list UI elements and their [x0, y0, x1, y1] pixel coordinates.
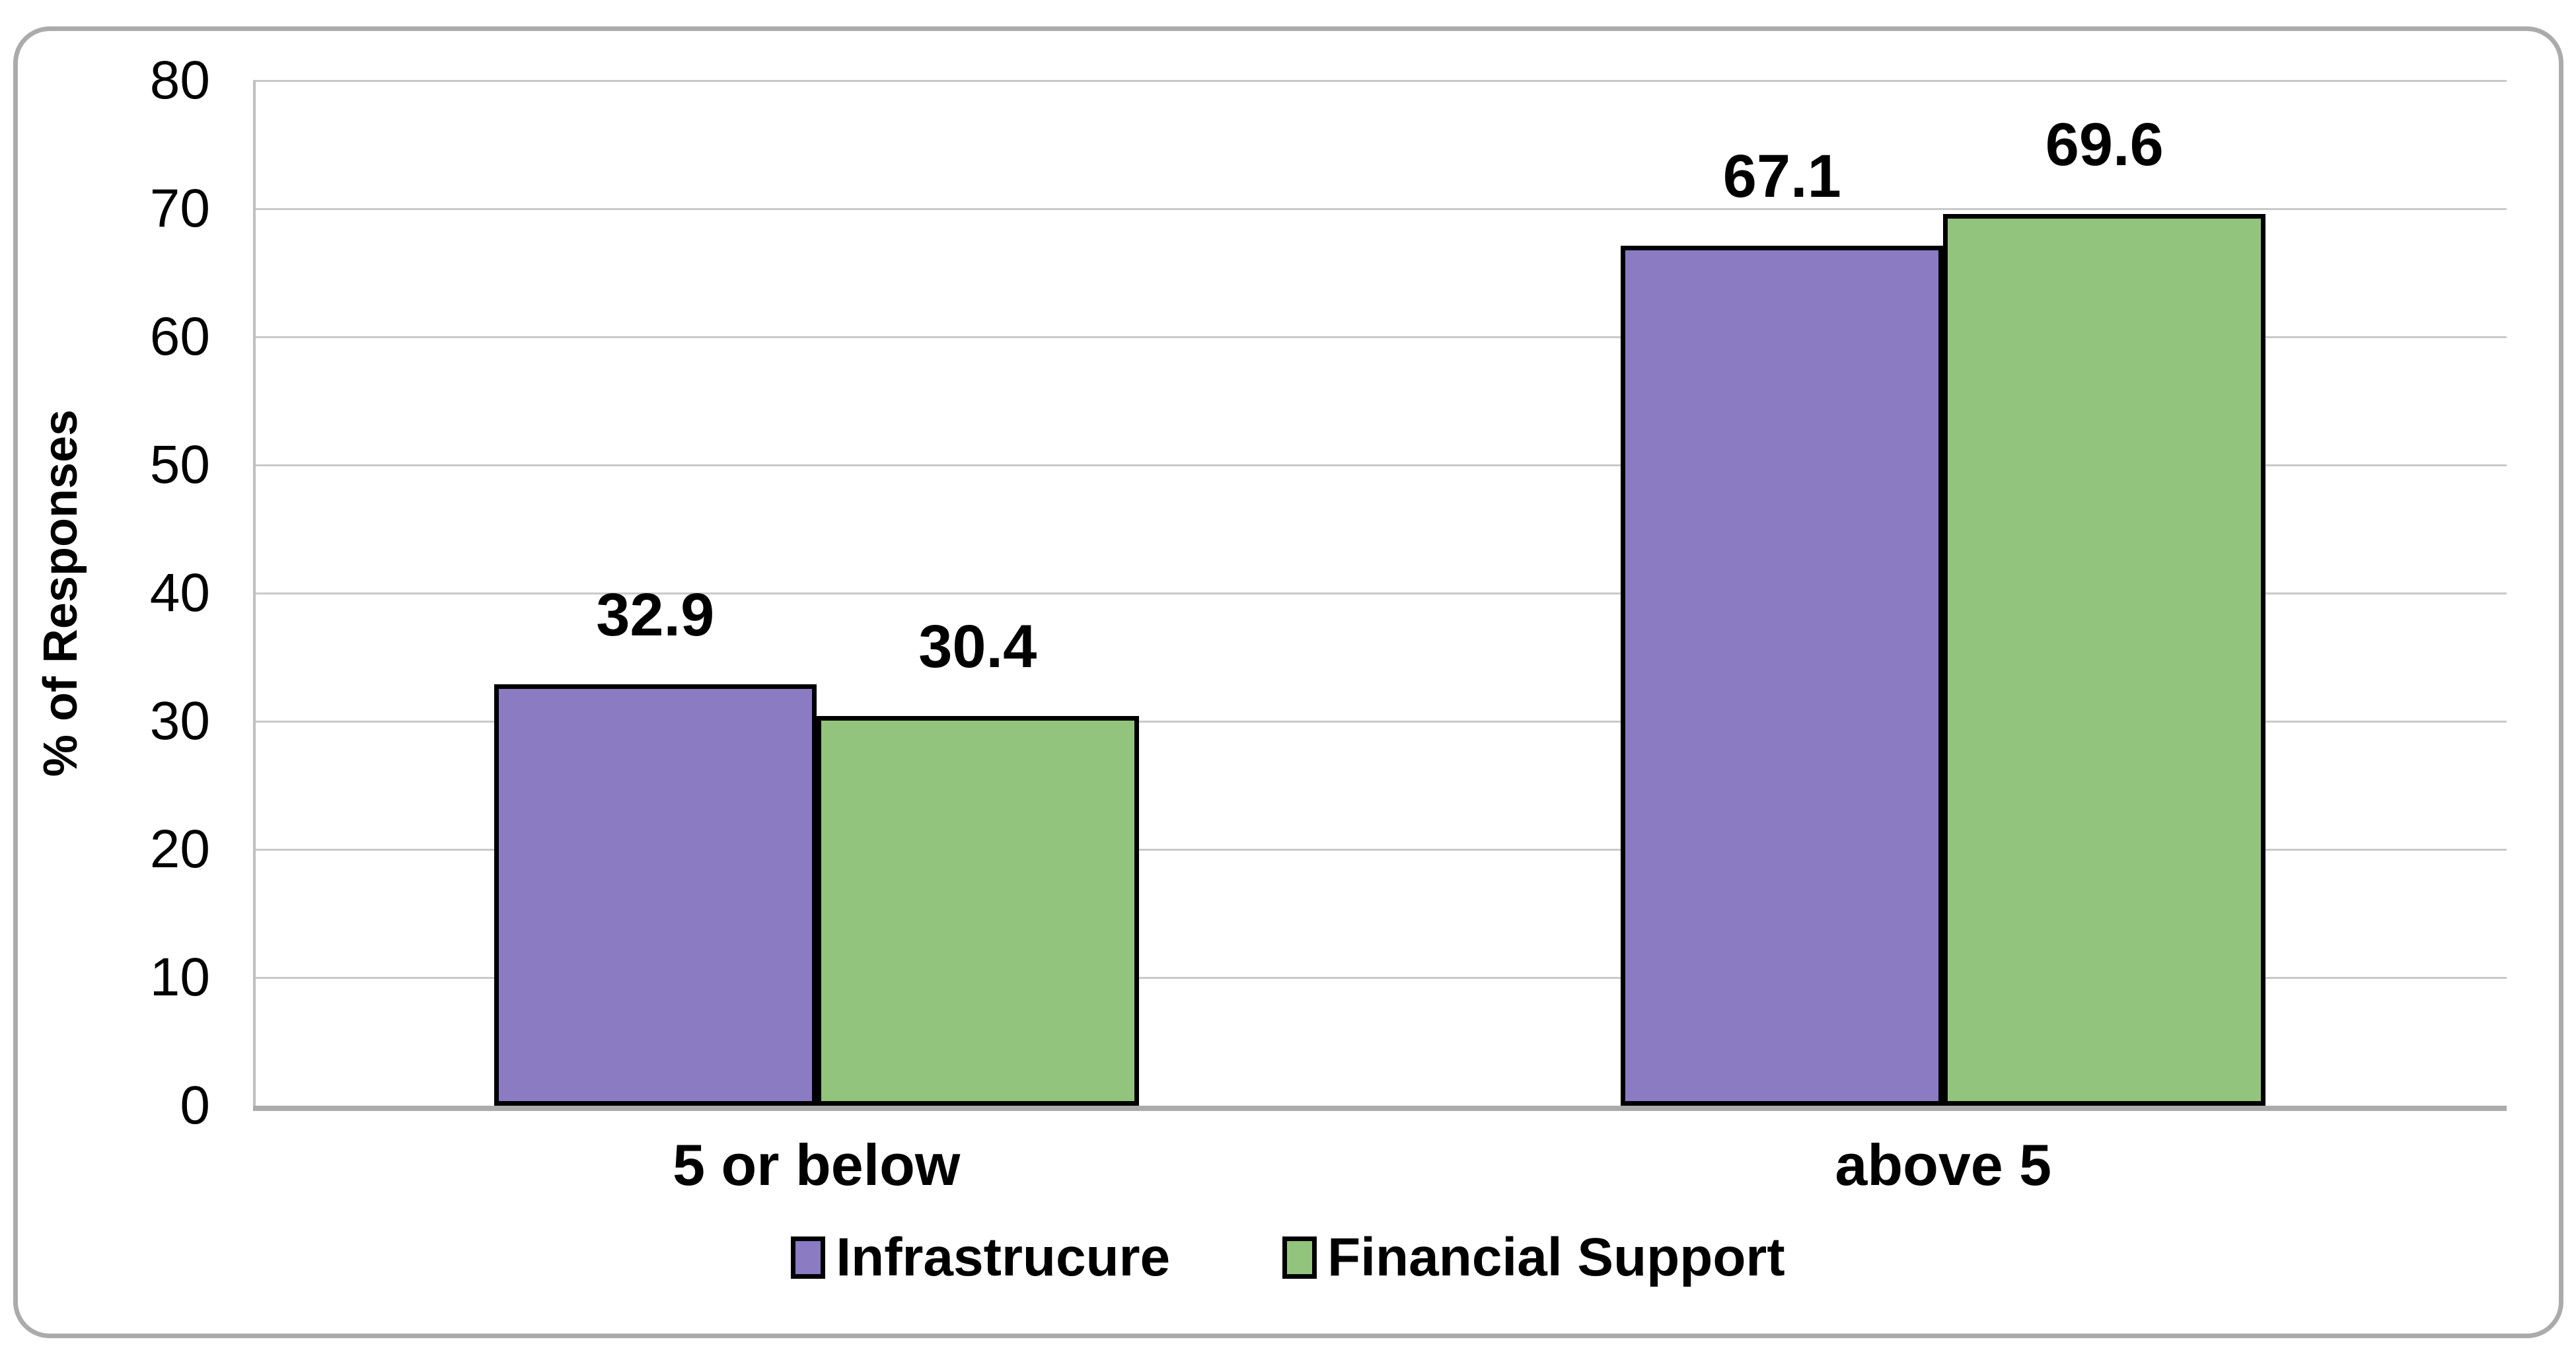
legend-label: Financial Support — [1327, 1227, 1785, 1287]
gridline — [253, 336, 2507, 338]
y-tick-label: 60 — [149, 306, 210, 367]
legend-item-financial-support: Financial Support — [1282, 1223, 1785, 1292]
y-tick-label: 30 — [149, 691, 210, 751]
x-axis-line — [253, 1106, 2507, 1111]
y-tick-label: 50 — [149, 435, 210, 495]
legend-swatch-icon — [1282, 1236, 1317, 1279]
bar-value-label: 30.4 — [918, 613, 1037, 681]
gridline — [253, 849, 2507, 851]
legend-swatch-icon — [791, 1236, 826, 1279]
x-category-label: above 5 — [1835, 1132, 2052, 1198]
bar-infrastrucure — [1621, 246, 1944, 1106]
y-tick-label: 20 — [149, 819, 210, 879]
gridline — [253, 592, 2507, 594]
y-tick-label: 70 — [149, 178, 210, 238]
bar-financial-support — [1943, 213, 2266, 1106]
gridline — [253, 80, 2507, 82]
bar-value-label: 32.9 — [596, 581, 715, 649]
y-tick-label: 0 — [180, 1075, 210, 1135]
y-axis-line — [253, 81, 256, 1106]
x-category-label: 5 or below — [673, 1132, 961, 1198]
y-tick-label: 80 — [149, 50, 210, 110]
y-tick-label: 10 — [149, 947, 210, 1007]
gridline — [253, 977, 2507, 979]
bar-infrastrucure — [494, 684, 817, 1106]
bar-financial-support — [816, 716, 1139, 1106]
gridline — [253, 464, 2507, 466]
gridline — [253, 208, 2507, 210]
gridline — [253, 721, 2507, 723]
legend-label: Infrastrucure — [836, 1227, 1171, 1287]
legend: Infrastrucure Financial Support — [0, 1223, 2576, 1292]
legend-item-infrastrucure: Infrastrucure — [791, 1223, 1170, 1292]
y-tick-label: 40 — [149, 563, 210, 623]
bar-value-label: 69.6 — [2045, 110, 2164, 178]
bar-value-label: 67.1 — [1722, 143, 1841, 211]
